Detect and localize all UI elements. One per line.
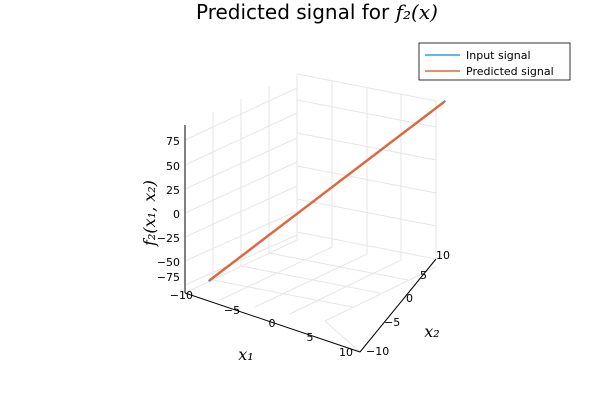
- x-tick-label: 0: [269, 317, 276, 330]
- legend-box: [418, 42, 571, 81]
- z-tick-label: 0: [173, 208, 180, 221]
- gridline: [296, 73, 437, 102]
- x-tick-label: −5: [224, 304, 240, 317]
- x-tick-label: −10: [170, 289, 193, 302]
- gridline: [212, 279, 353, 308]
- chart-title-math: f₂(x): [394, 0, 438, 24]
- legend: Input signal Predicted signal: [418, 42, 571, 81]
- legend-label-predicted: Predicted signal: [466, 65, 554, 78]
- y-ticks: −10 −5 0 5 10: [366, 249, 450, 358]
- z-tick-label: −75: [157, 271, 180, 284]
- z-tick-label: −25: [157, 232, 180, 245]
- legend-label-input: Input signal: [466, 49, 531, 62]
- z-tick-label: −50: [157, 256, 180, 269]
- gridline: [289, 259, 402, 315]
- z-tick-label: 75: [166, 135, 180, 148]
- grid: [184, 73, 437, 353]
- gridline: [219, 246, 333, 301]
- y-tick-label: −10: [366, 345, 389, 358]
- x-tick-label: 10: [339, 346, 353, 359]
- x-tick-label: 5: [307, 331, 314, 344]
- x-axis-label: x₁: [238, 345, 253, 364]
- x-axis-line: [184, 292, 361, 353]
- gridline: [268, 252, 409, 281]
- y-axis-label: x₂: [424, 322, 439, 341]
- gridline: [254, 253, 368, 308]
- series-line-predicted: [209, 101, 445, 281]
- y-tick-label: 5: [420, 269, 427, 282]
- chart-title: Predicted signal for f₂(x): [196, 0, 438, 24]
- y-tick-label: 10: [436, 249, 450, 262]
- z-tick-label: 50: [166, 160, 180, 173]
- series-layer: [207, 100, 447, 282]
- z-tick-label: 25: [166, 184, 180, 197]
- axes: [184, 125, 437, 353]
- gridline: [324, 320, 361, 353]
- gridline: [240, 265, 381, 294]
- y-axis-line: [359, 258, 437, 353]
- z-axis-label: f₂(x₁, x₂): [140, 180, 159, 247]
- y-tick-label: 0: [406, 292, 413, 305]
- y-tick-label: −5: [384, 316, 400, 329]
- z-ticks: 75 50 25 0 −25 −50 −75: [157, 135, 180, 284]
- gridline: [324, 266, 437, 322]
- x-ticks: −10 −5 0 5 10: [170, 289, 353, 359]
